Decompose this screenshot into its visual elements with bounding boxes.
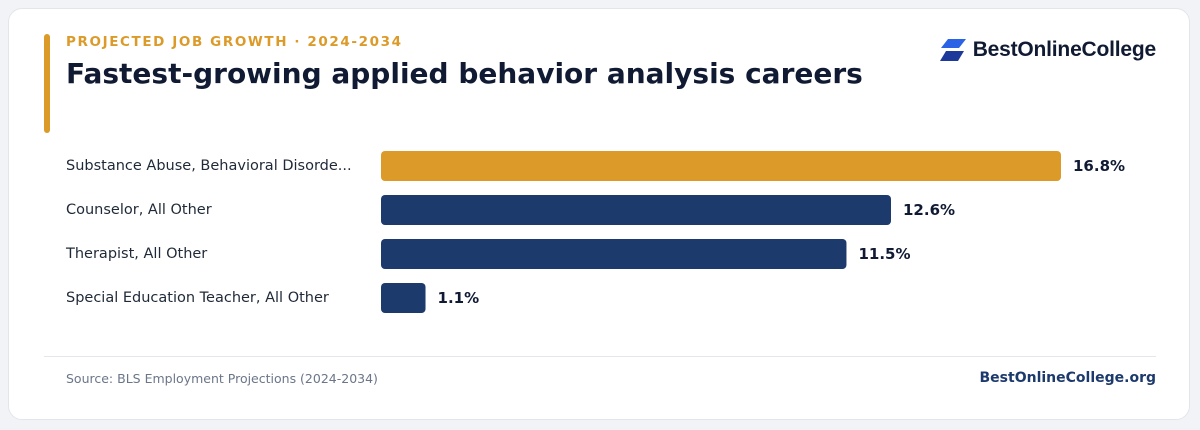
accent-bar [44,34,50,133]
footer-divider [44,356,1156,357]
chart-card: PROJECTED JOB GROWTH · 2024-2034 Fastest… [8,8,1190,420]
bar [381,151,1061,181]
bar [381,195,891,225]
source-note: Source: BLS Employment Projections (2024… [66,371,378,386]
category-label: Counselor, All Other [66,202,212,218]
value-label: 1.1% [438,289,480,307]
value-label: 11.5% [858,245,910,263]
site-link[interactable]: BestOnlineCollege.org [979,370,1156,386]
bar [381,239,847,269]
category-label: Substance Abuse, Behavioral Disorde... [66,158,352,174]
category-label: Therapist, All Other [65,246,207,262]
brand-name: BestOnlineCollege [972,38,1157,61]
eyebrow-label: PROJECTED JOB GROWTH · 2024-2034 [66,34,403,50]
category-label: Special Education Teacher, All Other [66,290,329,306]
chart-title: Fastest-growing applied behavior analysi… [66,57,863,90]
brand-logo[interactable]: BestOnlineCollege [939,38,1157,62]
value-label: 16.8% [1073,157,1125,175]
stacked-chevrons-logo-icon [939,39,966,61]
bar-chart: Substance Abuse, Behavioral Disorde... 16… [65,151,1125,313]
value-label: 12.6% [903,201,955,219]
bar [381,283,426,313]
